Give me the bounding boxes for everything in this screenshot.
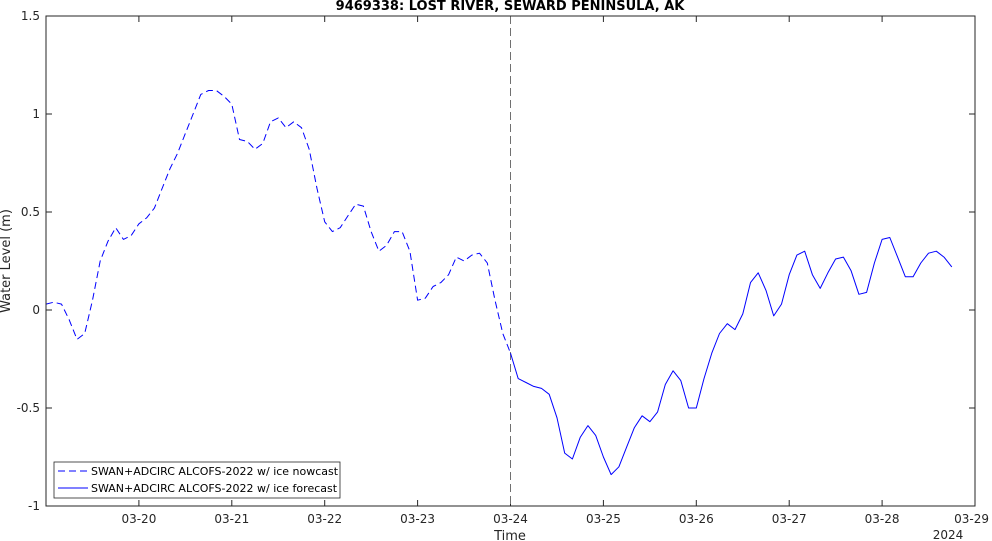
series-line-nowcast bbox=[45, 90, 511, 354]
y-axis-label: Water Level (m) bbox=[0, 209, 14, 313]
axes-box bbox=[45, 15, 976, 507]
legend-label-forecast: SWAN+ADCIRC ALCOFS-2022 w/ ice forecast bbox=[91, 482, 338, 495]
x-tick-label: 03-28 bbox=[865, 512, 900, 526]
series-layer bbox=[45, 90, 953, 476]
y-tick-label: -0.5 bbox=[17, 401, 40, 415]
legend-box bbox=[53, 461, 341, 499]
x-tick-label: 03-23 bbox=[400, 512, 435, 526]
x-tick-label: 03-20 bbox=[121, 512, 156, 526]
legend: SWAN+ADCIRC ALCOFS-2022 w/ ice nowcast S… bbox=[53, 461, 341, 499]
y-tick-label: 1 bbox=[32, 107, 40, 121]
series-line-forecast bbox=[510, 237, 953, 476]
y-tick-label: 0 bbox=[32, 303, 40, 317]
x-axis-ticks: 03-20 03-21 03-22 03-23 03-24 03-25 03-26 03-27… bbox=[121, 16, 989, 526]
y-axis-ticks: -1 -0.5 0 0.5 1 1.5 bbox=[17, 9, 975, 513]
x-tick-label: 03-29 bbox=[954, 512, 989, 526]
year-label: 2024 bbox=[933, 528, 964, 541]
x-tick-label: 03-22 bbox=[307, 512, 342, 526]
y-tick-label: -1 bbox=[28, 499, 40, 513]
x-axis-label: Time bbox=[493, 529, 526, 541]
legend-label-nowcast: SWAN+ADCIRC ALCOFS-2022 w/ ice nowcast bbox=[91, 465, 339, 478]
x-tick-label: 03-26 bbox=[679, 512, 714, 526]
y-tick-label: 0.5 bbox=[21, 205, 40, 219]
x-tick-label: 03-27 bbox=[772, 512, 807, 526]
x-tick-label: 03-21 bbox=[214, 512, 249, 526]
x-tick-label: 03-24 bbox=[493, 512, 528, 526]
y-tick-label: 1.5 bbox=[21, 9, 40, 23]
x-tick-label: 03-25 bbox=[586, 512, 621, 526]
chart-title: 9469338: LOST RIVER, SEWARD PENINSULA, A… bbox=[336, 0, 686, 14]
